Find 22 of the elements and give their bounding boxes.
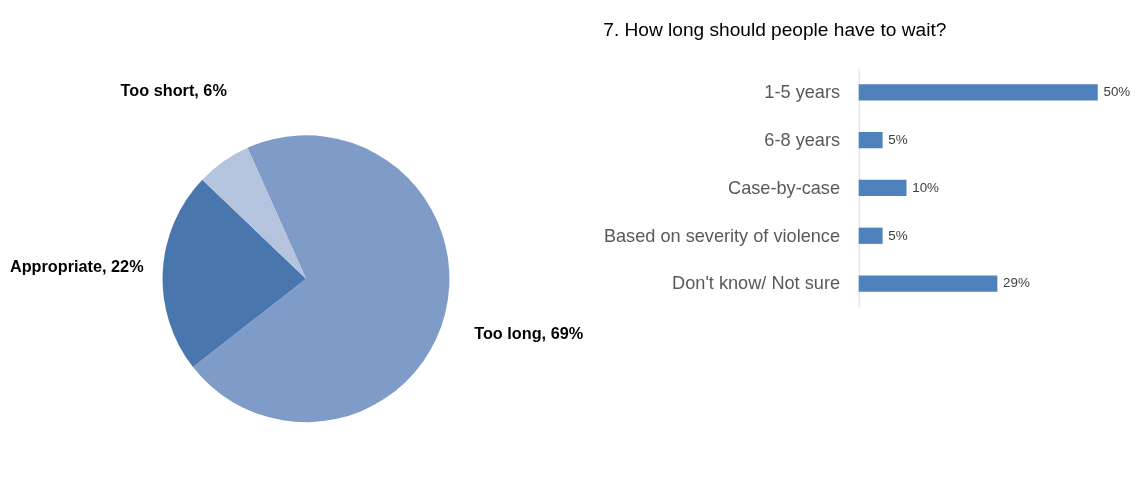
data-label: 50% — [1103, 84, 1131, 100]
slice-label: Too long, 69% — [474, 324, 584, 343]
slice-label: Appropriate, 22% — [9, 257, 145, 276]
bar — [858, 275, 998, 292]
data-label: 5% — [888, 227, 908, 243]
data-label: 29% — [1003, 275, 1030, 291]
y-tick-label: Based on severity of violence — [603, 225, 841, 246]
bar — [858, 84, 1098, 101]
pie-slice — [192, 135, 450, 423]
bar — [858, 227, 883, 244]
bar — [858, 132, 883, 149]
y-tick-label: Don't know/ Not sure — [672, 273, 841, 294]
pie-slice — [162, 179, 306, 368]
y-tick-label: 6-8 years — [764, 129, 841, 150]
y-tick-label: 1-5 years — [764, 82, 841, 103]
chart-title: 7. How long should people have to wait? — [603, 18, 947, 40]
bar — [858, 179, 907, 197]
slice-label: Too short, 6% — [120, 81, 228, 100]
data-label: 5% — [888, 131, 908, 147]
data-label: 10% — [912, 179, 940, 195]
y-tick-label: Case-by-case — [728, 177, 841, 198]
pie-slice — [202, 147, 306, 279]
